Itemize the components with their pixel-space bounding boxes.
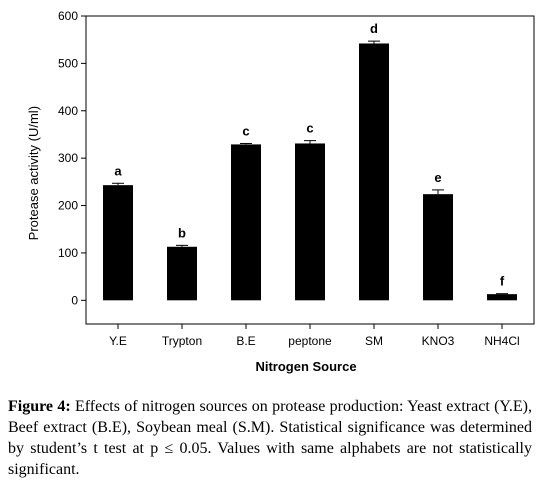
x-tick-label: SM (365, 334, 383, 348)
y-tick-label: 100 (58, 246, 78, 260)
significance-letter: a (114, 163, 122, 178)
figure-caption: Figure 4: Effects of nitrogen sources on… (8, 396, 532, 480)
bar (231, 144, 261, 301)
y-axis-label: Protease activity (U/ml) (26, 106, 41, 240)
bar-chart: 0 100 200 300 400 500 600 a b c c d e f Y.E Trypton B.… (26, 9, 535, 374)
significance-letter: c (242, 123, 249, 138)
x-tick-label: peptone (288, 334, 332, 348)
x-tick-label: KNO3 (422, 334, 455, 348)
y-tick-label: 400 (58, 104, 78, 118)
y-tick-label: 600 (58, 9, 78, 23)
caption-label: Figure 4: (8, 398, 71, 415)
plot-frame (85, 15, 535, 325)
bar (359, 43, 389, 301)
x-axis-ticks: Y.E Trypton B.E peptone SM KNO3 NH4Cl (109, 324, 520, 348)
significance-letter: b (178, 225, 186, 240)
x-tick-label: Y.E (109, 334, 127, 348)
x-tick-label: NH4Cl (484, 334, 519, 348)
y-tick-label: 200 (58, 199, 78, 213)
significance-letters: a b c c d e f (114, 21, 504, 289)
significance-letter: e (434, 170, 441, 185)
bar (167, 246, 197, 301)
bar (487, 294, 517, 301)
significance-letter: c (306, 121, 313, 136)
significance-letter: f (500, 274, 505, 289)
bar (295, 143, 325, 301)
y-tick-label: 500 (58, 56, 78, 70)
significance-letter: d (370, 21, 378, 36)
x-tick-label: Trypton (162, 334, 202, 348)
bar (103, 185, 133, 301)
x-tick-label: B.E (236, 334, 255, 348)
bar (423, 194, 453, 301)
y-tick-label: 0 (71, 293, 78, 307)
y-axis-ticks: 0 100 200 300 400 500 600 (58, 9, 86, 307)
y-tick-label: 300 (58, 151, 78, 165)
bars (103, 43, 517, 301)
caption-text: Effects of nitrogen sources on protease … (8, 398, 532, 478)
x-axis-label: Nitrogen Source (255, 359, 356, 374)
error-bars (112, 40, 508, 295)
